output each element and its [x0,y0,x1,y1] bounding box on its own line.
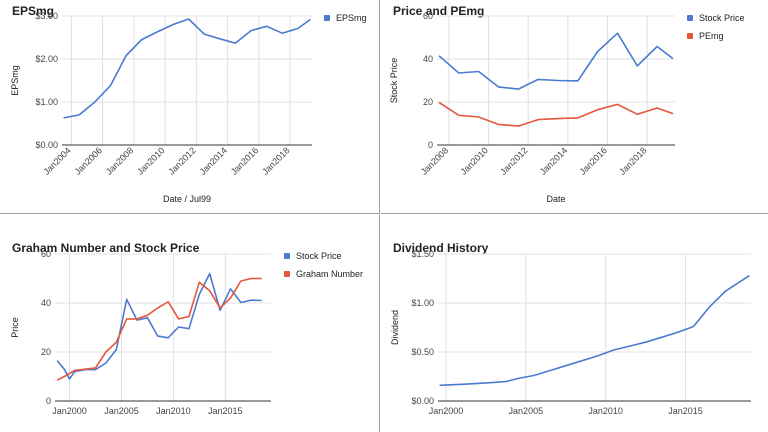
price-x-tick-label: Jan2018 [617,145,648,176]
div-x-tick-label: Jan2015 [668,406,703,416]
div-y-tick-label: $0.00 [411,396,434,406]
graham-y-tick-label: 0 [46,396,51,406]
div-chart-title: Dividend History [393,241,489,255]
eps-series-line-1 [63,18,311,119]
eps-x-tick-label: Jan2018 [260,145,291,176]
eps-chart-panel: EPSmg $0.00 $1.00 $2.00 $3.00 Jan2004 Jan2006 J… [0,0,380,214]
dividend-chart-panel: Dividend History $0.00 $0.50 $1.00 $1.50 Jan2… [381,215,768,432]
eps-x-tick-label: Jan2016 [229,145,260,176]
graham-chart: Graham Number and Stock Price 0 20 40 60 Jan2… [10,241,363,416]
graham-y-tick-label: 20 [41,347,51,357]
eps-y-tick-label: $3.00 [35,11,58,21]
price-legend-label-2: PEmg [699,31,724,41]
eps-chart-title: EPSmg [12,4,54,18]
eps-y-tick-label: $1.00 [35,97,58,107]
graham-legend-label-1: Stock Price [296,251,342,261]
eps-x-axis-title: Date / Jul99 [163,194,211,204]
graham-y-axis-title: Price [10,317,20,338]
price-chart-title: Price and PEmg [393,4,484,18]
price-legend-swatch-1 [687,15,693,21]
graham-x-tick-label: Jan2015 [208,406,243,416]
price-legend-swatch-2 [687,33,693,39]
eps-legend-label-1: EPSmg [336,13,367,23]
price-x-tick-label: Jan2010 [458,145,489,176]
graham-x-tick-label: Jan2005 [104,406,139,416]
div-series-line-1 [439,274,750,387]
graham-x-tick-label: Jan2000 [52,406,87,416]
price-y-tick-label: 40 [423,54,433,64]
graham-legend-label-2: Graham Number [296,269,363,279]
price-x-tick-label: Jan2014 [538,145,569,176]
dividend-chart: Dividend History $0.00 $0.50 $1.00 $1.50 Jan2… [390,241,751,416]
eps-y-tick-label: $2.00 [35,54,58,64]
price-y-tick-label: 60 [423,11,433,21]
eps-legend-swatch-1 [324,15,330,21]
price-series-line-2 [438,101,674,127]
eps-x-tick-label: Jan2008 [104,145,135,176]
graham-legend-swatch-1 [284,253,290,259]
price-x-tick-label: Jan2008 [419,145,450,176]
div-x-tick-label: Jan2000 [429,406,464,416]
graham-x-tick-label: Jan2010 [156,406,191,416]
price-y-tick-label: 20 [423,97,433,107]
eps-y-tick-label: $0.00 [35,140,58,150]
graham-chart-panel: Graham Number and Stock Price 0 20 40 60 Jan2… [0,215,380,432]
div-y-tick-label: $1.50 [411,249,434,259]
div-y-axis-title: Dividend [390,310,400,345]
graham-series-line-1 [56,272,262,380]
graham-legend-swatch-2 [284,271,290,277]
price-legend-label-1: Stock Price [699,13,745,23]
price-x-tick-label: Jan2012 [498,145,529,176]
price-pe-chart: Price and PEmg 0 20 40 60 Jan2008 Jan2010 Jan20… [389,4,745,204]
price-series-line-1 [438,32,674,90]
eps-x-tick-label: Jan2010 [135,145,166,176]
price-x-axis-title: Date [546,194,565,204]
eps-x-tick-label: Jan2014 [198,145,229,176]
div-x-tick-label: Jan2010 [588,406,623,416]
eps-x-tick-label: Jan2012 [166,145,197,176]
div-x-tick-label: Jan2005 [509,406,544,416]
div-y-tick-label: $1.00 [411,298,434,308]
price-x-tick-label: Jan2016 [577,145,608,176]
price-pe-chart-panel: Price and PEmg 0 20 40 60 Jan2008 Jan2010 Jan20… [381,0,768,214]
eps-x-tick-label: Jan2006 [73,145,104,176]
price-y-axis-title: Stock Price [389,58,399,104]
eps-y-axis-title: EPSmg [10,65,20,96]
graham-series-line-2 [56,277,262,381]
graham-y-tick-label: 40 [41,298,51,308]
eps-x-tick-label: Jan2004 [41,145,72,176]
price-y-tick-label: 0 [428,140,433,150]
graham-chart-title: Graham Number and Stock Price [12,241,200,255]
graham-y-tick-label: 60 [41,249,51,259]
div-y-tick-label: $0.50 [411,347,434,357]
